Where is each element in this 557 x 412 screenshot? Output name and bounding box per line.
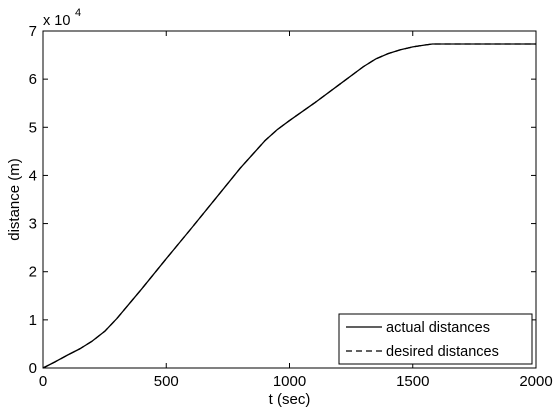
x-tick-label: 500 <box>154 373 179 390</box>
x-tick-label: 1000 <box>273 373 306 390</box>
y-tick-label: 4 <box>29 167 37 184</box>
legend-label-actual: actual distances <box>386 320 490 336</box>
y-multiplier-exponent: 4 <box>75 7 81 19</box>
y-axis-label: distance (m) <box>6 158 23 241</box>
legend-label-desired: desired distances <box>386 344 499 360</box>
y-tick-label: 2 <box>29 264 37 281</box>
series-layer <box>42 43 536 369</box>
y-tick-label: 0 <box>29 360 37 377</box>
x-tick-label: 2000 <box>519 373 552 390</box>
x-axis-label: t (sec) <box>269 391 311 408</box>
y-tick-label: 6 <box>29 71 37 88</box>
legend-box <box>338 313 533 365</box>
series-line-desired <box>42 43 536 369</box>
tick-labels: 0 500 1000 1500 2000 0 1 2 3 4 5 6 7 <box>29 23 553 390</box>
y-tick-label: 3 <box>29 216 37 233</box>
y-tick-label: 5 <box>29 119 37 136</box>
y-multiplier-base: x 10 <box>43 13 70 29</box>
x-tick-label: 1500 <box>396 373 429 390</box>
legend: actual distances desired distances <box>338 313 533 365</box>
y-tick-label: 1 <box>29 312 37 329</box>
plot-area <box>42 30 537 369</box>
x-tick-label: 0 <box>39 373 47 390</box>
y-tick-label: 7 <box>29 23 37 40</box>
